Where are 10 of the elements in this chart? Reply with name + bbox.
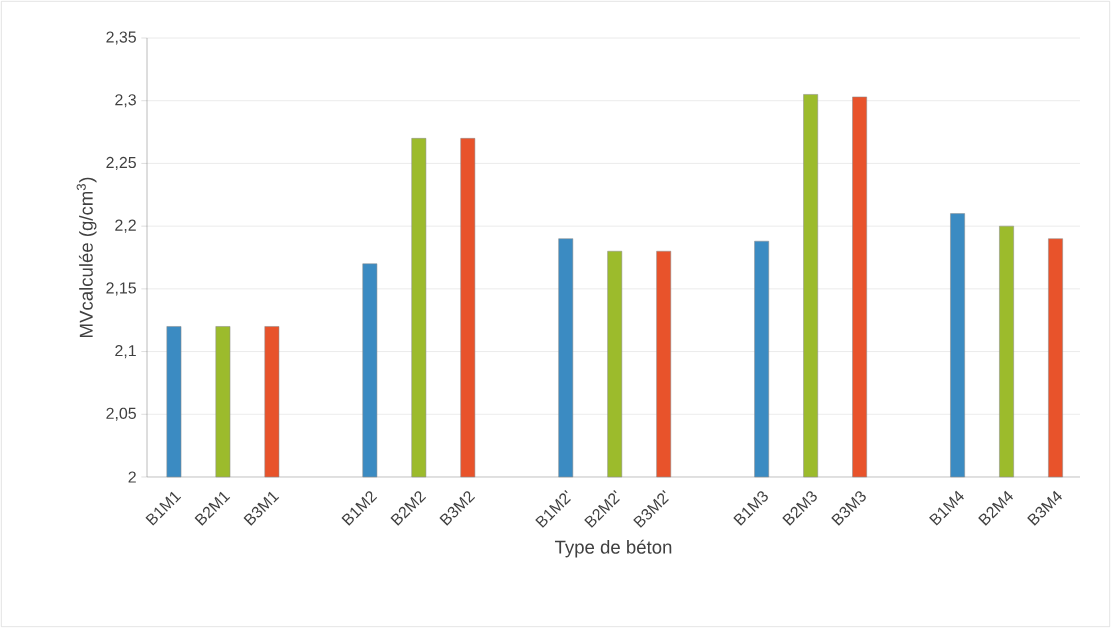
y-tick-label: 2,25 <box>106 156 136 171</box>
y-tick-label: 2,35 <box>106 31 136 45</box>
y-tick-label: 2,2 <box>115 219 136 233</box>
y-tick-label: 2,3 <box>115 94 136 108</box>
y-tick-label: 2,05 <box>106 407 136 421</box>
y-axis-title: MVcalculée (g/cm$^{3}$) <box>76 177 97 337</box>
y-tick-label: 2,15 <box>106 282 136 296</box>
y-tick-label: 2 <box>128 471 136 483</box>
x-axis-title: Type de béton <box>554 539 672 558</box>
y-tick-label: 2,1 <box>115 344 136 359</box>
